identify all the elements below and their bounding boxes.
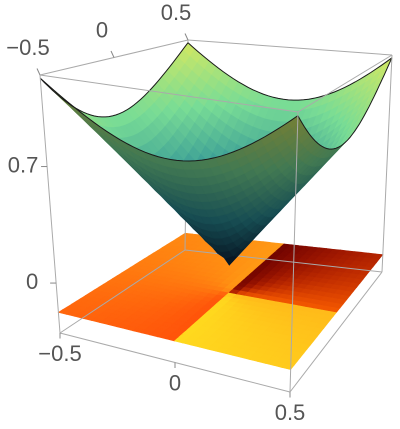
box-edge [297, 54, 393, 113]
x-tick-label: 0.5 [161, 0, 192, 25]
surface-rim [39, 42, 189, 118]
surface-rim [297, 57, 393, 150]
box-edge [289, 111, 299, 393]
y-tick-label: −0.5 [38, 341, 81, 366]
box-edge [39, 74, 61, 334]
box-edge [59, 249, 186, 334]
floor [57, 232, 384, 370]
box-edge [39, 74, 299, 113]
x-tick-label: 0 [96, 17, 108, 42]
tick-mark [110, 50, 115, 58]
box-front [36, 33, 393, 398]
tick-labels: −0.5 0 0.5 −0.5 0 0.5 0 0.7 [6, 0, 305, 425]
box-edge [187, 39, 393, 56]
box-edge [289, 271, 383, 393]
surface [39, 42, 393, 266]
y-tick-label: 0.5 [275, 400, 306, 425]
z-tick-label: 0.7 [8, 152, 39, 177]
y-tick-label: 0 [169, 370, 181, 395]
x-tick-label: −0.5 [6, 35, 49, 60]
surface-rim [187, 42, 393, 101]
z-tick-label: 0 [26, 269, 38, 294]
surface-rim [39, 77, 299, 162]
box-edge [381, 54, 393, 273]
tick-mark [184, 33, 189, 41]
tick-mark [36, 68, 41, 76]
